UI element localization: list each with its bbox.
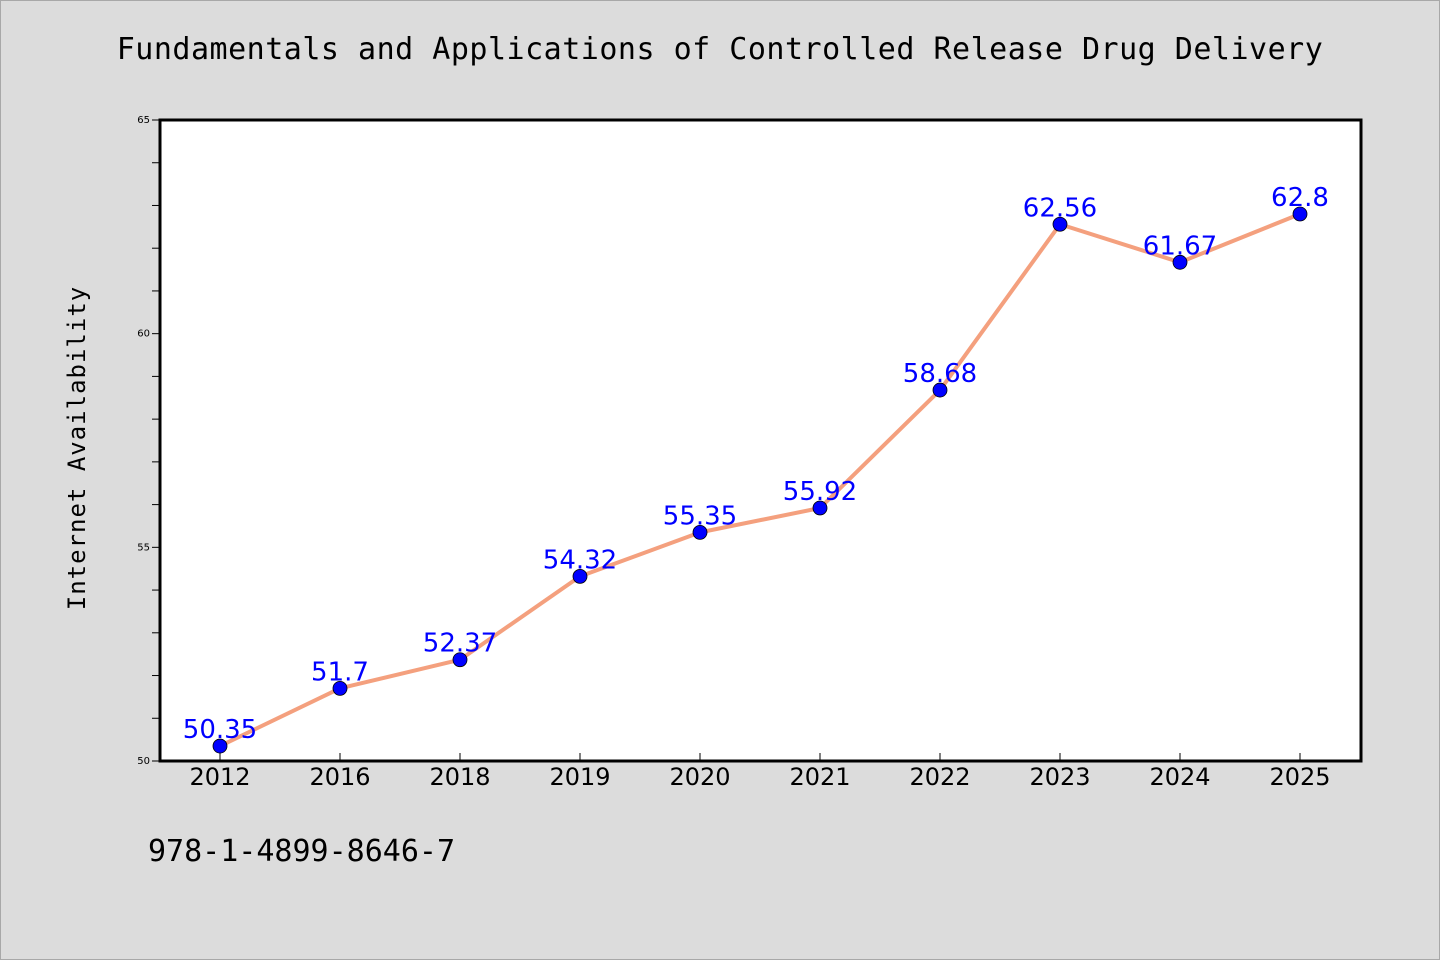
chart-title: Fundamentals and Applications of Control…: [116, 32, 1324, 67]
data-point: [812, 500, 828, 516]
data-label: 55.35: [663, 501, 737, 531]
data-label-group: 50.35 51.7 52.37 54.32 55.35 55.92 58.68 62.56 6…: [183, 183, 1329, 745]
data-point: [932, 382, 948, 398]
y-tick-label: 60: [137, 329, 150, 340]
data-point: [1052, 216, 1068, 232]
x-tick-label: 2018: [429, 763, 490, 791]
series-line-group: [212, 206, 1308, 754]
data-label: 62.56: [1023, 193, 1097, 223]
data-label: 50.35: [183, 715, 257, 745]
x-axis: 2012 2016 2018 2019 2020 2021 2022 2023 2024 2025: [189, 753, 1331, 791]
data-label: 62.8: [1271, 183, 1329, 213]
data-label: 51.7: [311, 657, 369, 687]
data-point: [572, 568, 588, 584]
x-tick-label: 2025: [1269, 763, 1330, 791]
y-axis: 50 55 60 65: [137, 115, 160, 767]
data-label: 55.92: [783, 477, 857, 507]
isbn-label: 978-1-4899-8646-7: [148, 834, 456, 869]
data-point: [692, 524, 708, 540]
data-point: [332, 680, 348, 696]
x-tick-label: 2022: [909, 763, 970, 791]
plot-area: [158, 118, 1363, 763]
data-point: [1172, 254, 1188, 270]
x-tick-label: 2016: [309, 763, 370, 791]
data-point: [212, 738, 228, 754]
x-tick-label: 2020: [669, 763, 730, 791]
x-tick-label: 2024: [1149, 763, 1210, 791]
data-point: [1292, 206, 1308, 222]
data-point: [452, 652, 468, 668]
x-tick-label: 2012: [189, 763, 250, 791]
data-label: 61.67: [1143, 231, 1217, 261]
data-label: 52.37: [423, 629, 497, 659]
series-line: [218, 212, 1302, 749]
x-tick-label: 2019: [549, 763, 610, 791]
y-tick-label: 50: [137, 756, 150, 767]
x-tick-label: 2023: [1029, 763, 1090, 791]
y-tick-label: 65: [137, 115, 150, 126]
data-label: 58.68: [903, 359, 977, 389]
data-label: 54.32: [543, 545, 617, 575]
x-tick-label: 2021: [789, 763, 850, 791]
y-tick-label: 55: [137, 542, 150, 553]
